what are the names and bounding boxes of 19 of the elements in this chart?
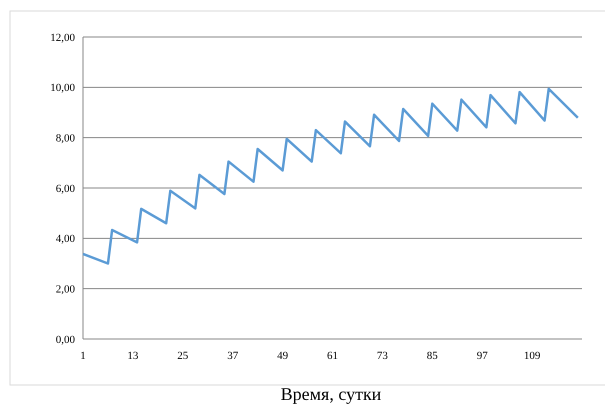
x-tick-label: 13 (127, 350, 139, 362)
x-tick-label: 85 (426, 350, 438, 362)
y-tick-label: 10,00 (50, 82, 76, 94)
y-tick-label: 4,00 (56, 233, 76, 246)
x-tick-label: 49 (277, 350, 289, 362)
x-tick-label: 61 (327, 350, 338, 362)
y-tick-label: 6,00 (56, 182, 76, 195)
y-tick-label: 8,00 (56, 132, 76, 145)
x-tick-label: 37 (227, 350, 239, 362)
line-series (82, 88, 580, 265)
x-tick-label: 1 (80, 350, 86, 362)
y-tick-label: 2,00 (56, 284, 76, 296)
x-tick-label: 97 (476, 350, 488, 362)
x-tick-label: 25 (177, 350, 189, 362)
x-tick-label: 109 (524, 350, 541, 362)
x-axis-title: Время, сутки (280, 384, 382, 404)
y-tick-label: 0,00 (56, 334, 76, 346)
x-tick-label: 73 (376, 350, 388, 362)
y-tick-label: 12,00 (50, 32, 76, 44)
